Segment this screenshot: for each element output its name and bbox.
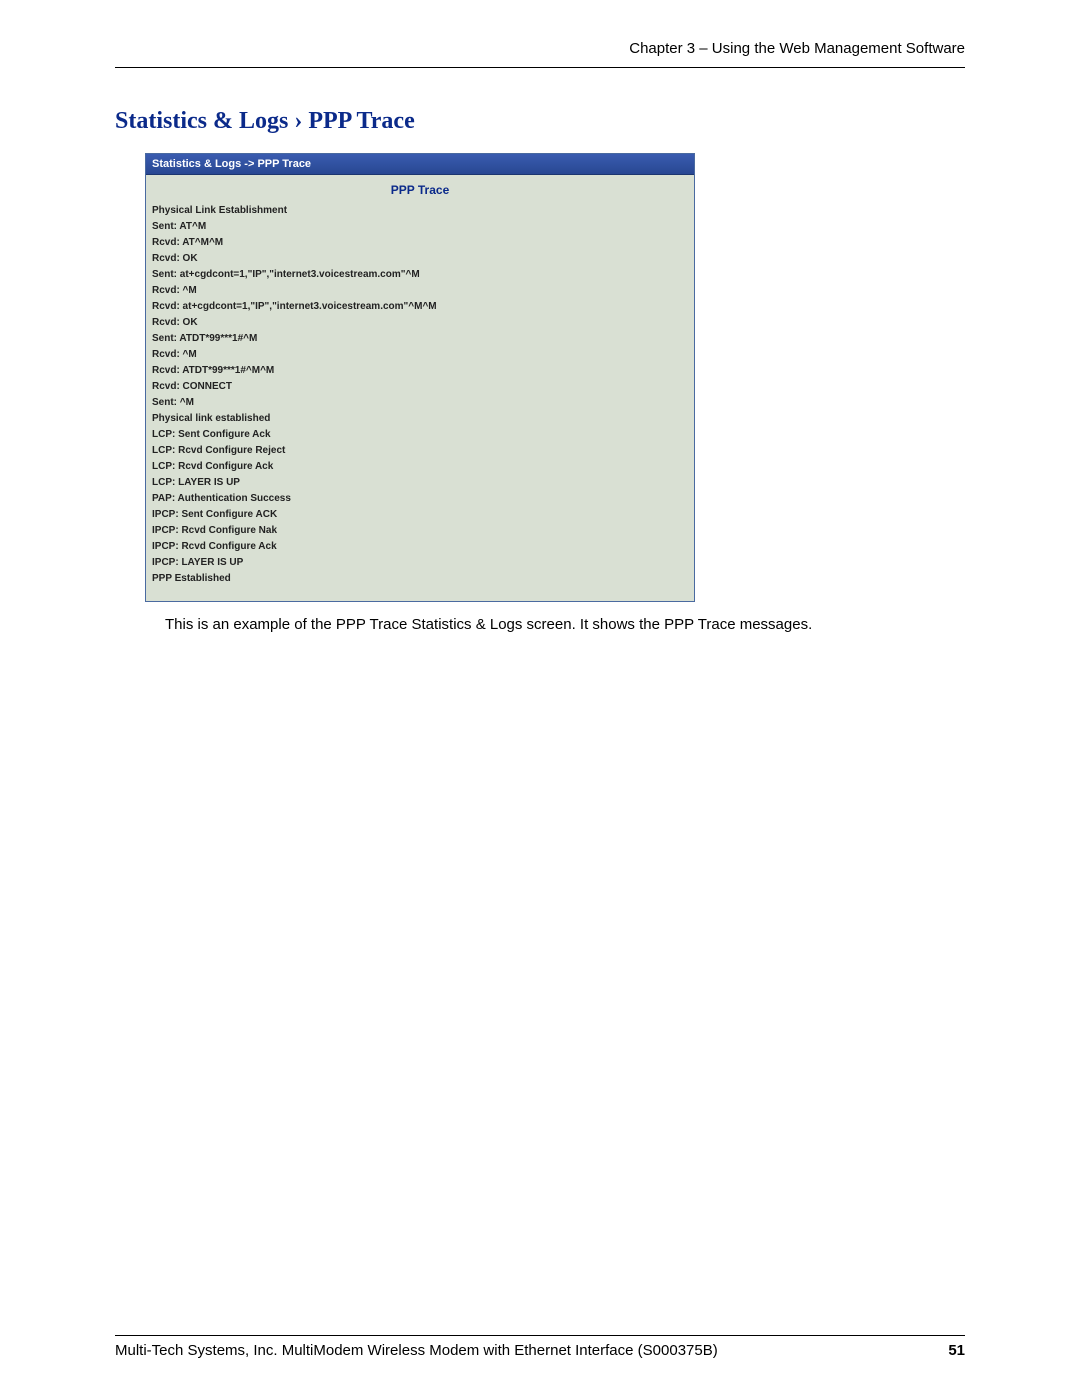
trace-line: Rcvd: OK — [152, 315, 688, 331]
trace-lines-container: Physical Link EstablishmentSent: AT^MRcv… — [146, 203, 694, 601]
trace-line: IPCP: LAYER IS UP — [152, 555, 688, 571]
trace-line: LCP: Sent Configure Ack — [152, 427, 688, 443]
footer-page-number: 51 — [948, 1342, 965, 1359]
trace-line: Rcvd: ATDT*99***1#^M^M — [152, 363, 688, 379]
trace-line: Sent: AT^M — [152, 219, 688, 235]
trace-line: IPCP: Rcvd Configure Ack — [152, 539, 688, 555]
chapter-header: Chapter 3 – Using the Web Management Sof… — [115, 40, 965, 57]
header-divider — [115, 67, 965, 68]
footer-divider — [115, 1335, 965, 1336]
section-title: Statistics & Logs › PPP Trace — [115, 108, 965, 135]
trace-line: PAP: Authentication Success — [152, 491, 688, 507]
trace-line: Rcvd: ^M — [152, 283, 688, 299]
trace-line: Physical link established — [152, 411, 688, 427]
trace-line: IPCP: Sent Configure ACK — [152, 507, 688, 523]
page-footer: Multi-Tech Systems, Inc. MultiModem Wire… — [115, 1335, 965, 1359]
document-page: Chapter 3 – Using the Web Management Sof… — [0, 0, 1080, 633]
trace-line: Rcvd: AT^M^M — [152, 235, 688, 251]
footer-text: Multi-Tech Systems, Inc. MultiModem Wire… — [115, 1342, 718, 1359]
trace-line: Physical Link Establishment — [152, 203, 688, 219]
trace-line: Sent: ^M — [152, 395, 688, 411]
trace-line: IPCP: Rcvd Configure Nak — [152, 523, 688, 539]
trace-line: Sent: at+cgdcont=1,"IP","internet3.voice… — [152, 267, 688, 283]
panel-title: PPP Trace — [146, 175, 694, 203]
screenshot-caption: This is an example of the PPP Trace Stat… — [165, 616, 965, 633]
ppp-trace-panel: Statistics & Logs -> PPP Trace PPP Trace… — [145, 153, 695, 602]
trace-line: Rcvd: ^M — [152, 347, 688, 363]
trace-line: Rcvd: at+cgdcont=1,"IP","internet3.voice… — [152, 299, 688, 315]
trace-line: LCP: Rcvd Configure Reject — [152, 443, 688, 459]
trace-line: PPP Established — [152, 571, 688, 587]
trace-line: Sent: ATDT*99***1#^M — [152, 331, 688, 347]
trace-line: Rcvd: OK — [152, 251, 688, 267]
trace-line: LCP: LAYER IS UP — [152, 475, 688, 491]
trace-line: Rcvd: CONNECT — [152, 379, 688, 395]
trace-line: LCP: Rcvd Configure Ack — [152, 459, 688, 475]
panel-breadcrumb: Statistics & Logs -> PPP Trace — [146, 154, 694, 175]
